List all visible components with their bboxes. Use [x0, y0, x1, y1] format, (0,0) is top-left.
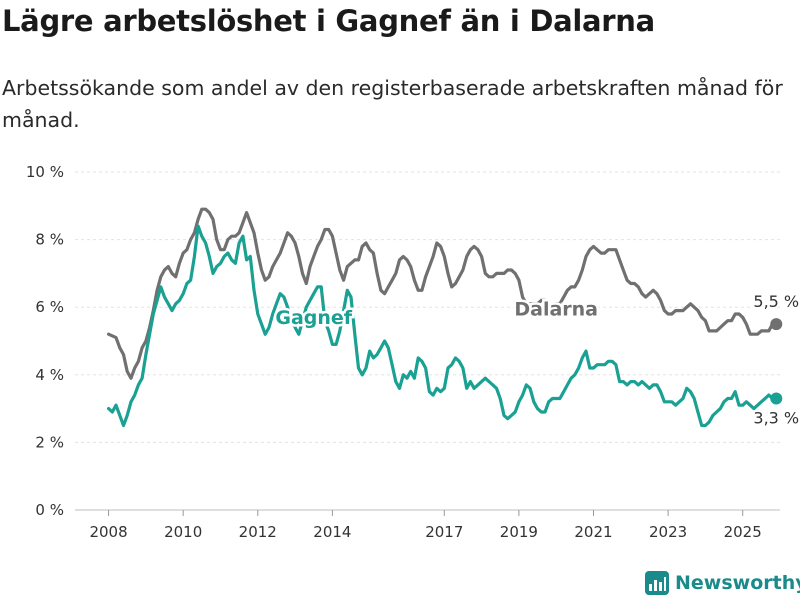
end-point-dalarna [770, 318, 783, 331]
x-tick-label: 2012 [239, 523, 277, 541]
series-label-dalarna: Dalarna [514, 299, 598, 321]
line-chart: 0 % 2 % 4 % 6 % 8 % 10 % 2008 2010 2012 2014 2017 2… [26, 163, 800, 541]
y-tick-label: 6 % [35, 298, 64, 316]
x-tick-label: 2025 [724, 523, 762, 541]
x-tick-label: 2019 [500, 523, 538, 541]
end-point-gagnef [770, 392, 783, 405]
brand-name: Newsworthy [675, 572, 800, 594]
series-label-gagnef: Gagnef [275, 307, 352, 329]
x-tick-label: 2014 [313, 523, 351, 541]
end-label-gagnef: 3,3 % [753, 408, 799, 427]
y-tick-label: 4 % [35, 366, 64, 384]
end-label-dalarna: 5,5 % [753, 292, 799, 311]
x-tick-label: 2023 [649, 523, 687, 541]
chart-subtitle: Arbetssökande som andel av den registerb… [2, 76, 783, 132]
newsworthy-brand[interactable]: Newsworthy [645, 568, 800, 598]
chart-title: Lägre arbetslöshet i Gagnef än i Dalarna [2, 4, 655, 38]
y-tick-label: 8 % [35, 231, 64, 249]
newsworthy-logo-icon [645, 571, 669, 595]
series-line-dalarna [107, 207, 778, 380]
y-tick-label: 0 % [35, 501, 64, 519]
x-tick-label: 2017 [425, 523, 463, 541]
y-tick-label: 2 % [35, 433, 64, 451]
x-tick-label: 2010 [164, 523, 202, 541]
x-tick-label: 2021 [574, 523, 612, 541]
series-line-gagnef [107, 224, 778, 428]
x-tick-label: 2008 [89, 523, 127, 541]
y-tick-label: 10 % [26, 163, 64, 181]
